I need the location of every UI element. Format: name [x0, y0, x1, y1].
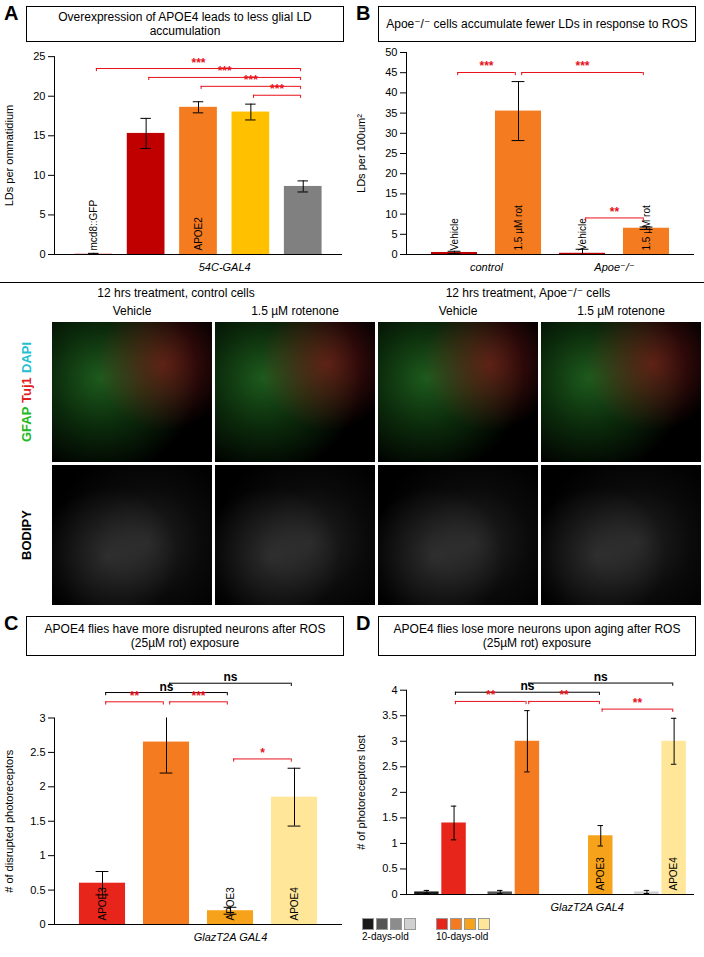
svg-text:45: 45	[385, 66, 397, 78]
svg-text:APOE3: APOE3	[595, 857, 606, 891]
svg-text:**: **	[130, 689, 140, 703]
svg-text:1.5 µM rot: 1.5 µM rot	[641, 205, 652, 250]
svg-text:20: 20	[385, 167, 397, 179]
svg-text:APOE2: APOE2	[193, 217, 204, 251]
html-text:DAPI: DAPI	[18, 341, 34, 373]
svg-text:3.5: 3.5	[382, 709, 397, 721]
svg-text:control: control	[470, 261, 504, 273]
html-text:Apoe⁻/⁻ cells accumulate fewer: Apoe⁻/⁻ cells accumulate fewer LDs in re…	[386, 17, 688, 31]
svg-text:***: ***	[191, 689, 205, 703]
html-text:C: C	[4, 612, 19, 634]
html-text:GFAP: GFAP	[18, 406, 34, 443]
svg-text:ns: ns	[223, 670, 237, 684]
html-text:12 hrs treatment, control cell: 12 hrs treatment, control cells	[97, 286, 255, 300]
svg-text:4: 4	[391, 684, 397, 696]
svg-text:ns: ns	[159, 680, 173, 694]
svg-text:APOE4: APOE4	[289, 887, 300, 921]
html-text:Overexpression of APOE4 leads: Overexpression of APOE4 leads to less gl…	[58, 10, 312, 38]
svg-text:***: ***	[479, 59, 493, 73]
html-text:APOE4 flies have more disrupte: APOE4 flies have more disrupted neurons …	[44, 622, 326, 650]
svg-text:25: 25	[33, 50, 45, 62]
svg-text:*: *	[260, 746, 265, 760]
svg-text:3: 3	[39, 712, 45, 724]
svg-text:2.5: 2.5	[382, 760, 397, 772]
svg-text:2: 2	[391, 786, 397, 798]
svg-text:1: 1	[391, 837, 397, 849]
svg-text:***: ***	[575, 59, 589, 73]
svg-text:0: 0	[39, 918, 45, 930]
svg-text:25: 25	[385, 147, 397, 159]
svg-text:0: 0	[39, 248, 45, 260]
svg-text:2.5: 2.5	[30, 746, 45, 758]
svg-text:2: 2	[39, 780, 45, 792]
html-text:12 hrs treatment, Apoe⁻/⁻ cell: 12 hrs treatment, Apoe⁻/⁻ cells	[445, 286, 611, 300]
svg-text:***: ***	[218, 64, 232, 78]
html-text:2-days-old: 2-days-old	[362, 931, 409, 942]
svg-text:ns: ns	[520, 679, 534, 693]
svg-text:Apoe⁻/⁻: Apoe⁻/⁻	[593, 261, 635, 273]
svg-text:10: 10	[385, 208, 397, 220]
svg-text:***: ***	[270, 82, 284, 96]
svg-text:0: 0	[391, 888, 397, 900]
svg-text:LDs per ommatidium: LDs per ommatidium	[3, 105, 15, 206]
svg-text:50: 50	[385, 46, 397, 58]
svg-text:GlazT2A GAL4: GlazT2A GAL4	[550, 901, 624, 913]
svg-text:# of disrupted photoreceptors: # of disrupted photoreceptors	[3, 749, 15, 893]
svg-text:5: 5	[391, 228, 397, 240]
svg-text:APOE4: APOE4	[668, 857, 679, 891]
svg-text:15: 15	[33, 129, 45, 141]
svg-text:1.5: 1.5	[382, 811, 397, 823]
svg-text:1.5 µM rot: 1.5 µM rot	[513, 205, 524, 250]
html-text:Vehicle: Vehicle	[438, 304, 478, 318]
svg-text:1.5: 1.5	[30, 815, 45, 827]
svg-text:**: **	[486, 688, 496, 702]
svg-text:***: ***	[244, 73, 258, 87]
html-text:1.5 µM rotenone: 1.5 µM rotenone	[577, 304, 665, 318]
html-text:APOE4 flies lose more neurons: APOE4 flies lose more neurons upon aging…	[393, 622, 681, 650]
svg-text:40: 40	[385, 86, 397, 98]
svg-text:0.5: 0.5	[30, 884, 45, 896]
svg-text:***: ***	[191, 56, 205, 70]
svg-text:LDs per 100um²: LDs per 100um²	[355, 114, 367, 193]
svg-text:GlazT2A GAL4: GlazT2A GAL4	[194, 931, 268, 943]
svg-text:Vehicle: Vehicle	[449, 218, 460, 251]
svg-text:0: 0	[391, 248, 397, 260]
svg-text:20: 20	[33, 90, 45, 102]
svg-text:5: 5	[39, 208, 45, 220]
html-text:D: D	[356, 612, 371, 634]
svg-text:ns: ns	[594, 670, 608, 684]
html-text:1.5 µM rotenone: 1.5 µM rotenone	[251, 304, 339, 318]
html-text:B: B	[356, 2, 371, 24]
svg-text:3: 3	[391, 735, 397, 747]
svg-text:54C-GAL4: 54C-GAL4	[199, 261, 251, 273]
svg-text:Vehicle: Vehicle	[577, 218, 588, 251]
svg-text:**: **	[633, 696, 643, 710]
html-text:A: A	[4, 2, 19, 24]
svg-text:0.5: 0.5	[382, 862, 397, 874]
svg-text:1: 1	[39, 849, 45, 861]
html-text:Tuj1: Tuj1	[18, 377, 34, 403]
svg-text:mcd8::GFP: mcd8::GFP	[88, 200, 99, 251]
svg-text:15: 15	[385, 187, 397, 199]
svg-text:**: **	[559, 688, 569, 702]
html-text:10-days-old: 10-days-old	[436, 931, 489, 942]
svg-text:**: **	[610, 205, 620, 219]
svg-text:APOE3: APOE3	[97, 887, 108, 921]
svg-text:APOE3: APOE3	[225, 887, 236, 921]
svg-text:# of photoreceptors lost: # of photoreceptors lost	[355, 735, 367, 850]
svg-text:10: 10	[33, 169, 45, 181]
svg-text:35: 35	[385, 107, 397, 119]
svg-text:30: 30	[385, 127, 397, 139]
html-text:BODIPY: BODIPY	[18, 510, 34, 560]
html-text:Vehicle: Vehicle	[112, 304, 152, 318]
